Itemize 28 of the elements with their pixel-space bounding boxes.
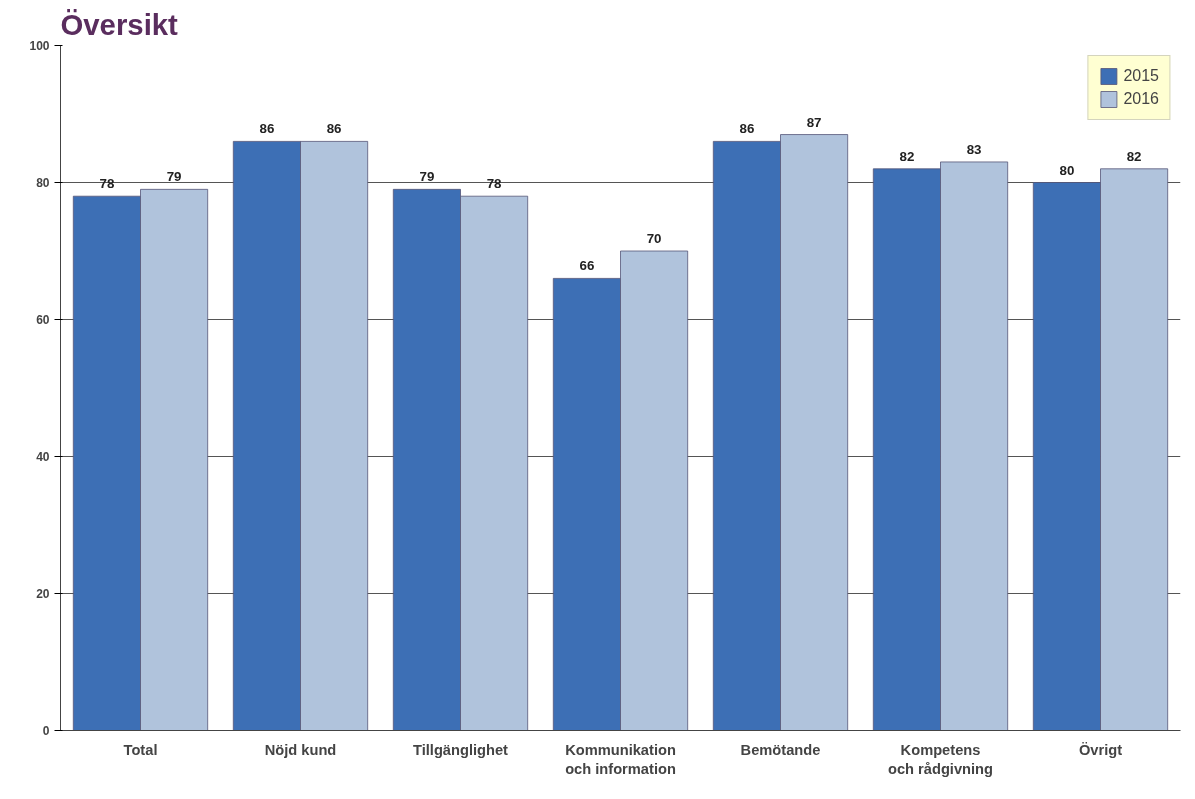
y-tick-label: 0 [42,724,50,738]
data-label: 86 [326,121,342,137]
legend-label: 2016 [1123,90,1159,108]
data-label: 82 [1126,148,1142,164]
x-tick-label: Tillgänglighet [413,741,509,758]
y-tick-label: 60 [36,313,50,327]
y-tick-label: 20 [36,587,50,601]
data-label: 70 [646,231,662,246]
x-tick-label: Övrigt [1078,741,1123,758]
data-label: 82 [899,148,915,164]
x-tick-label: Kommunikation och information [565,741,676,777]
data-label: 79 [166,169,182,185]
chart-title: Översikt [60,7,179,41]
y-tick-label: 100 [29,39,50,53]
data-label: 66 [579,258,595,274]
y-tick-label: 80 [36,176,50,190]
data-label: 83 [966,141,982,157]
data-label: 87 [806,114,822,130]
x-tick-label: Total [123,741,158,758]
data-label: 86 [259,121,275,137]
data-label: 80 [1059,162,1075,178]
y-tick-label: 40 [36,450,50,464]
data-label: 79 [419,169,435,185]
x-tick-label: Kompetens och rådgivning [887,741,994,777]
x-tick-label: Nöjd kund [264,741,337,758]
data-label: 86 [739,121,755,137]
x-tick-label: Bemötande [740,741,821,758]
legend-label: 2015 [1123,67,1159,85]
